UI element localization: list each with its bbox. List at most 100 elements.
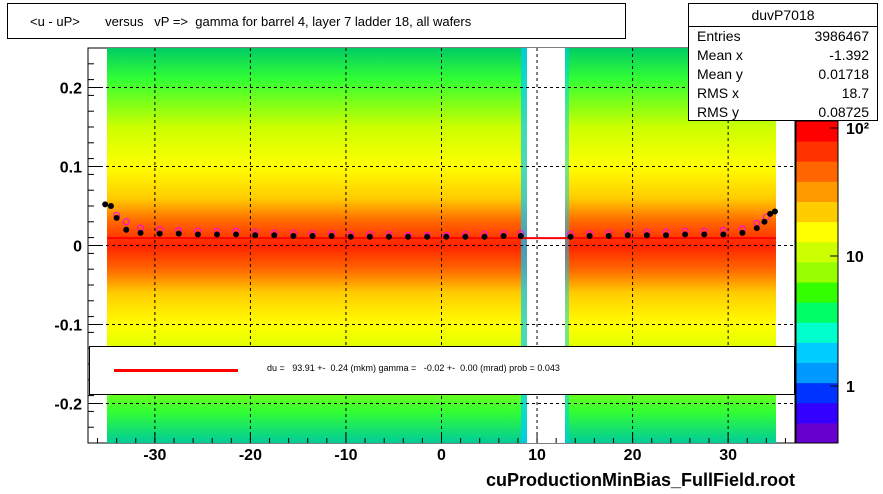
y-tick-label: 0 (73, 239, 82, 256)
profile-black-point (366, 233, 373, 240)
profile-black-point (309, 233, 316, 240)
profile-black-point (739, 229, 746, 236)
profile-black-point (481, 233, 488, 240)
profile-black-point (271, 232, 278, 239)
x-tick-label: -20 (239, 447, 262, 464)
colorbar-segment (796, 161, 838, 182)
colorbar-segment (796, 221, 838, 243)
profile-black-point (347, 233, 354, 240)
stats-row: Mean y 0.01718 (689, 65, 877, 84)
colorbar-frame (795, 120, 839, 444)
colorbar-tick-label: 10² (846, 121, 869, 138)
profile-black-point (624, 232, 631, 239)
y-axis: -0.2 -0.1 0 0.1 0.2 (54, 47, 100, 444)
stats-box: duvP7018 Entries 3986467 Mean x -1.392 M… (688, 3, 878, 121)
stats-value: 0.08725 (818, 104, 869, 120)
x-tick-label: 30 (719, 447, 737, 464)
colorbar-segment (796, 141, 838, 162)
stats-label: RMS x (697, 85, 739, 101)
stats-value: 18.7 (841, 85, 869, 101)
y-tick-label: -0.1 (54, 318, 82, 335)
profile-black-point (252, 232, 259, 239)
profile-black-point (385, 233, 392, 240)
colorbar-segment (796, 121, 838, 142)
profile-black-point (761, 218, 768, 225)
grid (88, 48, 795, 443)
stats-value: -1.392 (829, 47, 869, 63)
colorbar-segment (796, 402, 838, 424)
stats-label: Mean x (697, 47, 743, 63)
y-tick-label: 0.2 (60, 81, 82, 98)
profile-black-point (771, 208, 778, 215)
profile-black-point (443, 233, 450, 240)
stats-label: Entries (697, 28, 741, 44)
profile-black-point (517, 233, 524, 240)
profile-black-point (113, 214, 120, 221)
stats-row: Entries 3986467 (689, 27, 877, 46)
profile-black-point (586, 233, 593, 240)
colorbar-segment (796, 201, 838, 223)
stats-value: 0.01718 (818, 66, 869, 82)
x-tick-label: -10 (334, 447, 357, 464)
colorbar-segment (796, 302, 838, 323)
stats-label: Mean y (697, 66, 743, 82)
colorbar-segment (796, 241, 838, 263)
colorbar-segment (796, 382, 838, 404)
stats-value: 3986467 (814, 28, 869, 44)
profile-black-point (753, 225, 760, 232)
colorbar: 1 10 10² (795, 120, 869, 444)
legend-line-swatch (114, 369, 238, 372)
heatmap-edge-left (521, 48, 527, 443)
profile-black-point (720, 231, 727, 238)
stats-row: RMS y 0.08725 (689, 103, 877, 122)
colorbar-segment (796, 282, 838, 303)
y-tick-label: -0.2 (54, 397, 82, 414)
colorbar-segment (796, 342, 838, 363)
profile-black-point (500, 233, 507, 240)
profile-black-point (567, 233, 574, 240)
colorbar-tick-label: 1 (846, 379, 855, 396)
stats-row: RMS x 18.7 (689, 84, 877, 103)
profile-black-point (123, 226, 130, 233)
x-tick-label: -30 (143, 447, 166, 464)
profile-black-point (102, 201, 109, 208)
profile-black-point (682, 231, 689, 238)
chart-title: <u - uP> versus vP => gamma for barrel 4… (7, 3, 626, 39)
stats-label: RMS y (697, 104, 739, 120)
profile-black-point (767, 210, 774, 217)
profile-black-point (175, 230, 182, 237)
profile-black-point (156, 230, 163, 237)
colorbar-segment (796, 261, 838, 283)
profile-black-point (405, 233, 412, 240)
colorbar-segment (796, 322, 838, 343)
profile-black-point (328, 233, 335, 240)
profile-black-point (424, 233, 431, 240)
colorbar-segment (796, 422, 838, 444)
stats-name: duvP7018 (689, 4, 877, 27)
colorbar-segment (796, 362, 838, 384)
profile-black-point (213, 231, 220, 238)
profile-black-point (643, 232, 650, 239)
colorbar-segment (796, 181, 838, 202)
x-tick-label: 0 (437, 447, 446, 464)
profile-black-point (107, 203, 114, 209)
stats-row: Mean x -1.392 (689, 46, 877, 65)
colorbar-tick-label: 10 (846, 249, 864, 266)
profile-black-point (233, 231, 240, 238)
profile-black-point (194, 231, 201, 238)
profile-black-point (290, 233, 297, 240)
profile-black-point (701, 231, 708, 238)
legend-text: du = 93.91 +- 0.24 (mkm) gamma = -0.02 +… (267, 363, 560, 373)
profile-black-point (137, 229, 144, 236)
x-tick-label: 10 (528, 447, 546, 464)
profile-magenta-point (122, 218, 130, 226)
legend-box: du = 93.91 +- 0.24 (mkm) gamma = -0.02 +… (89, 346, 795, 395)
y-tick-label: 0.1 (60, 160, 82, 177)
x-tick-label: 20 (624, 447, 642, 464)
heatmap-edge-right (565, 48, 569, 443)
x-axis: -30 -20 -10 0 10 20 30 (97, 433, 786, 464)
profile-black-series (102, 201, 778, 240)
footer-filename: cuProductionMinBias_FullField.root (486, 470, 796, 490)
profile-black-point (462, 233, 469, 240)
profile-black-point (663, 232, 670, 239)
